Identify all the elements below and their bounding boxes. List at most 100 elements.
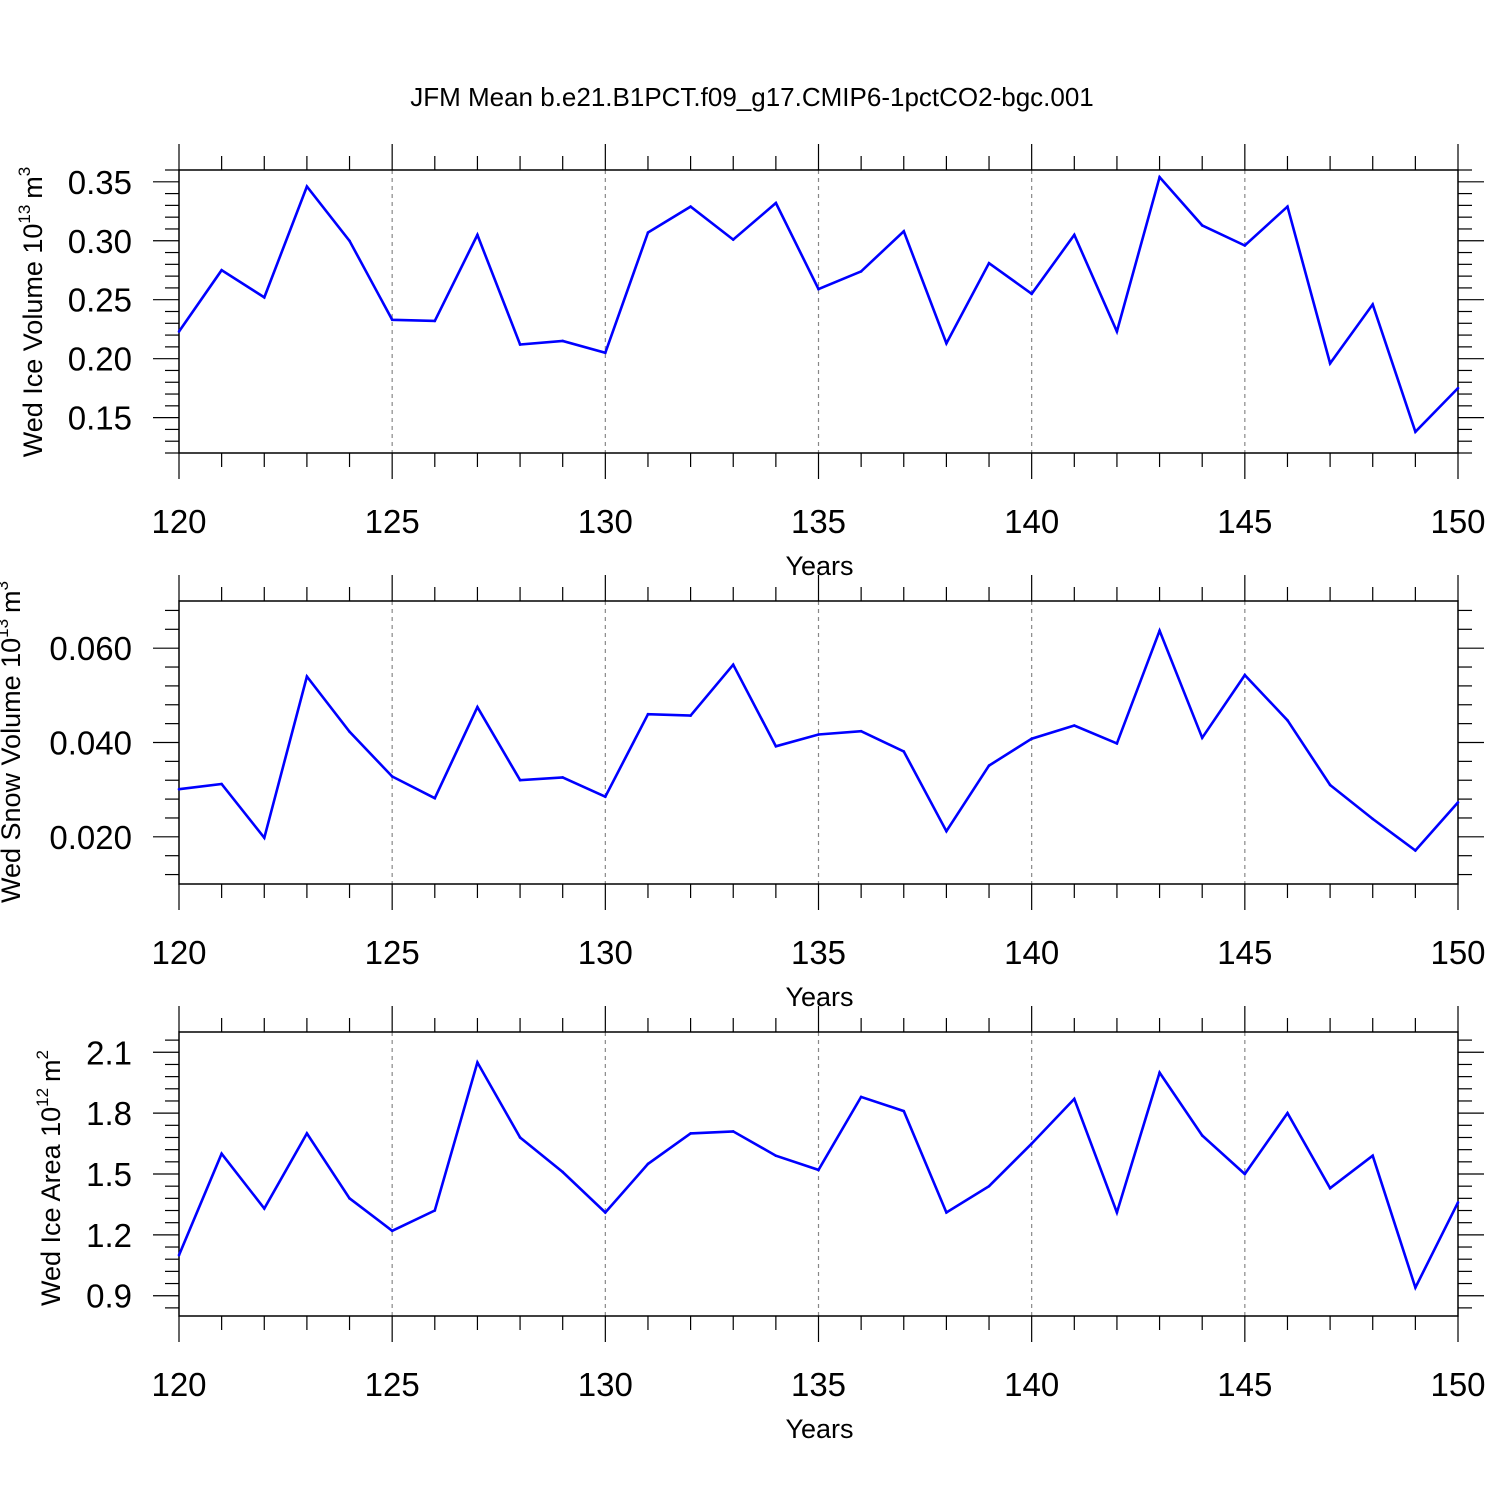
data-point [348,730,351,733]
y-tick-label: 0.15 [68,400,132,437]
data-point [561,1170,564,1174]
y-tick-label: 0.060 [49,630,132,667]
y-tick-label: 0.9 [86,1278,132,1315]
data-point [1115,1211,1119,1214]
data-point [561,776,564,779]
data-point [987,261,991,265]
data-point [390,775,394,778]
x-tick-label: 120 [151,934,206,971]
data-point [646,1162,650,1166]
data-point [177,787,181,791]
data-point [1371,303,1375,306]
x-tick-label: 130 [578,1366,633,1403]
data-point [689,1132,692,1135]
y-axis-title-exponent: 13 [15,205,34,224]
data-point [1158,175,1161,179]
data-point [817,1168,820,1172]
data-point [1414,430,1417,434]
data-point [604,351,607,355]
y-axis-title: Wed Snow Volume 1013 m3 [0,581,26,903]
x-tick-label: 125 [365,934,420,971]
data-point [646,231,650,234]
data-point [817,287,820,291]
data-point [774,1154,778,1158]
data-point [561,339,564,343]
x-tick-label: 120 [151,503,206,540]
data-point [902,230,906,233]
data-point [1158,629,1161,633]
data-point [1286,205,1289,208]
data-point [731,663,735,666]
data-point [262,296,266,299]
y-axis-title-unit: m [18,176,48,199]
x-tick-label: 140 [1004,503,1059,540]
data-point [1158,1071,1161,1074]
data-point [1371,817,1375,821]
data-point [1030,737,1033,741]
x-axis-title: Years [785,982,853,1012]
series-line [177,174,1459,435]
data-point [859,729,863,733]
data-point [177,330,181,333]
data-point [433,1209,437,1212]
data-point [987,1184,991,1188]
y-axis-title-unit: m [0,590,26,613]
data-point [390,318,394,322]
y-tick-label: 0.040 [49,725,132,762]
data-point [1286,719,1289,722]
data-point [518,1136,522,1139]
y-axis-title-unit: m [36,1059,66,1082]
data-point [1030,1142,1033,1145]
data-point [1286,1111,1289,1115]
data-point [731,238,735,241]
x-tick-label: 150 [1430,1366,1485,1403]
y-tick-label: 0.25 [68,282,132,319]
data-point [476,233,479,237]
data-point [817,733,820,736]
data-point [262,1207,266,1210]
data-point [902,750,906,753]
data-point [859,1095,863,1099]
panel-ice-area: 120 125 130 135 140 145 150 Years 0.9 1.2 1.5 1.8 2.… [33,1006,1486,1444]
data-point [859,270,863,273]
x-tick-label: 125 [365,503,420,540]
data-point [1328,1186,1332,1190]
data-point [646,712,650,716]
data-point [348,239,351,243]
data-point [1243,673,1247,677]
x-tick-label: 130 [578,934,633,971]
x-tick-label: 145 [1217,1366,1272,1403]
y-axis-title: Wed Ice Area 1012 m2 [33,1050,66,1306]
data-point [604,795,607,799]
x-tick-label: 140 [1004,934,1059,971]
panel-ice-volume: 120 125 130 135 140 145 150 Years 0.15 0.20 0.25 0.… [15,144,1486,581]
data-point [689,205,692,208]
x-axis-title: Years [785,1414,853,1444]
data-point [262,836,266,840]
data-point [1328,362,1332,365]
x-tick-label: 150 [1430,934,1485,971]
y-axis-title: Wed Ice Volume 1013 m3 [15,167,48,458]
y-axis-title-unit-exponent: 3 [15,167,34,176]
y-axis-title-text: Wed Snow Volume 10 [0,638,26,903]
y-tick-label: 1.2 [86,1217,132,1254]
data-point [945,829,948,833]
data-point [220,268,223,272]
data-point [518,343,522,346]
data-point [604,1211,607,1214]
data-point [1115,330,1119,333]
data-point [220,1152,223,1156]
data-point [1073,233,1076,237]
y-tick-label: 0.30 [68,223,132,260]
data-point [177,1253,181,1257]
data-point [1371,1154,1375,1158]
x-tick-label: 125 [365,1366,420,1403]
data-point [774,744,778,748]
x-tick-label: 150 [1430,503,1485,540]
data-point [476,705,479,709]
data-point [731,1130,735,1133]
y-tick-label: 0.020 [49,819,132,856]
data-point [1414,1286,1417,1289]
y-tick-label: 0.35 [68,164,132,201]
y-axis-title-exponent: 13 [0,619,12,638]
